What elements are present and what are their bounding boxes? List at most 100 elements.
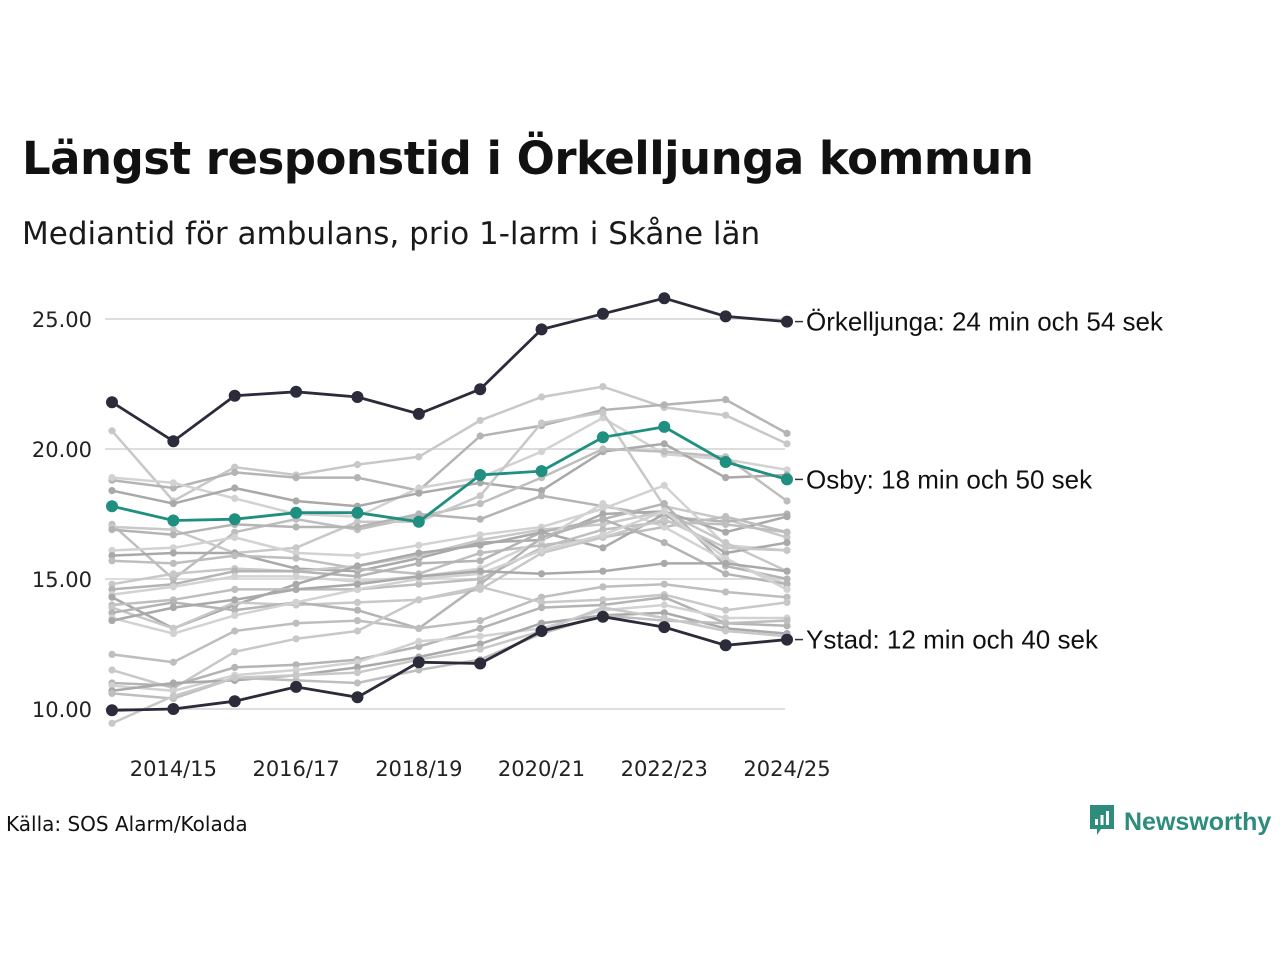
data-point bbox=[231, 627, 239, 635]
series-line-path bbox=[111, 520, 788, 607]
series-line-path bbox=[111, 517, 788, 630]
data-point bbox=[108, 552, 116, 560]
data-point bbox=[537, 487, 546, 495]
data-point bbox=[292, 497, 300, 505]
data-point bbox=[412, 515, 425, 528]
data-point bbox=[783, 617, 791, 625]
series-line-path bbox=[111, 603, 787, 693]
series-line-path bbox=[111, 595, 788, 687]
data-point bbox=[292, 567, 300, 575]
data-point bbox=[537, 619, 546, 627]
data-point bbox=[722, 474, 730, 482]
data-point bbox=[537, 528, 546, 536]
data-point bbox=[351, 506, 364, 519]
data-point bbox=[783, 567, 791, 575]
series-line-path bbox=[111, 398, 788, 492]
data-point bbox=[722, 411, 730, 419]
data-point bbox=[290, 680, 303, 693]
data-point bbox=[353, 572, 362, 581]
data-point bbox=[353, 679, 362, 687]
newsworthy-logo[interactable]: Newsworthy bbox=[1088, 803, 1271, 841]
data-point bbox=[596, 307, 609, 320]
data-point bbox=[599, 409, 607, 417]
data-point bbox=[783, 598, 791, 607]
data-point bbox=[353, 474, 362, 482]
data-point bbox=[783, 513, 791, 521]
data-point bbox=[415, 572, 423, 581]
data-point bbox=[599, 526, 607, 534]
data-point bbox=[108, 557, 116, 565]
data-point bbox=[719, 310, 732, 323]
data-point bbox=[415, 580, 423, 588]
data-point bbox=[231, 606, 239, 614]
data-point bbox=[292, 572, 300, 581]
data-point bbox=[108, 682, 116, 690]
data-point bbox=[537, 492, 546, 500]
data-point bbox=[108, 650, 116, 659]
data-point bbox=[415, 549, 423, 557]
x-tick-label: 2020/21 bbox=[498, 757, 585, 781]
data-point bbox=[231, 663, 239, 672]
data-point bbox=[722, 588, 730, 596]
data-point bbox=[415, 624, 423, 633]
line-chart: 10.00 15.00 20.00 25.00 2014/15 2016/17 2018/… bbox=[32, 292, 1164, 781]
data-point bbox=[353, 562, 362, 570]
series-line-path bbox=[111, 411, 788, 555]
data-point bbox=[228, 389, 241, 402]
data-point bbox=[108, 546, 116, 555]
series-line-path bbox=[111, 483, 788, 557]
data-point bbox=[169, 479, 177, 487]
series-line-path bbox=[111, 502, 788, 596]
data-point bbox=[783, 575, 791, 583]
data-point bbox=[658, 420, 671, 433]
data-point bbox=[722, 513, 730, 521]
data-point bbox=[476, 549, 484, 557]
data-point bbox=[108, 666, 116, 674]
newsworthy-logo-text: Newsworthy bbox=[1124, 807, 1272, 836]
data-point bbox=[292, 549, 300, 557]
series-line-path bbox=[111, 296, 788, 443]
data-point bbox=[476, 632, 484, 640]
data-point bbox=[660, 593, 668, 601]
data-point bbox=[783, 497, 791, 505]
data-point bbox=[415, 596, 423, 604]
series-line-path bbox=[111, 502, 788, 591]
series-line-path bbox=[111, 585, 788, 690]
y-tick-label: 15.00 bbox=[32, 568, 92, 592]
data-point bbox=[476, 492, 484, 500]
data-point bbox=[231, 567, 239, 575]
data-point bbox=[783, 528, 791, 536]
data-point bbox=[169, 559, 177, 568]
data-point bbox=[474, 469, 487, 481]
series-line-path bbox=[111, 510, 788, 586]
data-point bbox=[231, 648, 239, 656]
series-line-path bbox=[111, 606, 788, 725]
data-point bbox=[169, 630, 177, 638]
data-point bbox=[169, 658, 177, 666]
data-point bbox=[599, 567, 607, 575]
data-point bbox=[660, 523, 668, 531]
data-point bbox=[415, 643, 423, 651]
source-note: Källa: SOS Alarm/Kolada bbox=[6, 812, 248, 836]
series-osby bbox=[106, 420, 793, 528]
data-point bbox=[169, 526, 177, 534]
data-point bbox=[231, 468, 239, 476]
data-point bbox=[476, 624, 484, 633]
data-point bbox=[476, 567, 484, 575]
data-point bbox=[660, 580, 668, 588]
data-point bbox=[228, 513, 241, 526]
data-point bbox=[596, 431, 609, 444]
data-point bbox=[290, 385, 303, 398]
data-point bbox=[722, 619, 730, 627]
data-point bbox=[660, 481, 668, 489]
data-point bbox=[231, 463, 239, 471]
data-point bbox=[292, 544, 300, 552]
series-line-path bbox=[111, 582, 788, 664]
data-point bbox=[722, 520, 730, 529]
data-point bbox=[231, 528, 239, 536]
data-point bbox=[415, 666, 423, 674]
data-point bbox=[722, 554, 730, 562]
annotation--rkelljunga: Örkelljunga: 24 min och 54 sek bbox=[806, 307, 1164, 337]
data-point bbox=[231, 596, 239, 604]
series-line-path bbox=[111, 442, 788, 508]
